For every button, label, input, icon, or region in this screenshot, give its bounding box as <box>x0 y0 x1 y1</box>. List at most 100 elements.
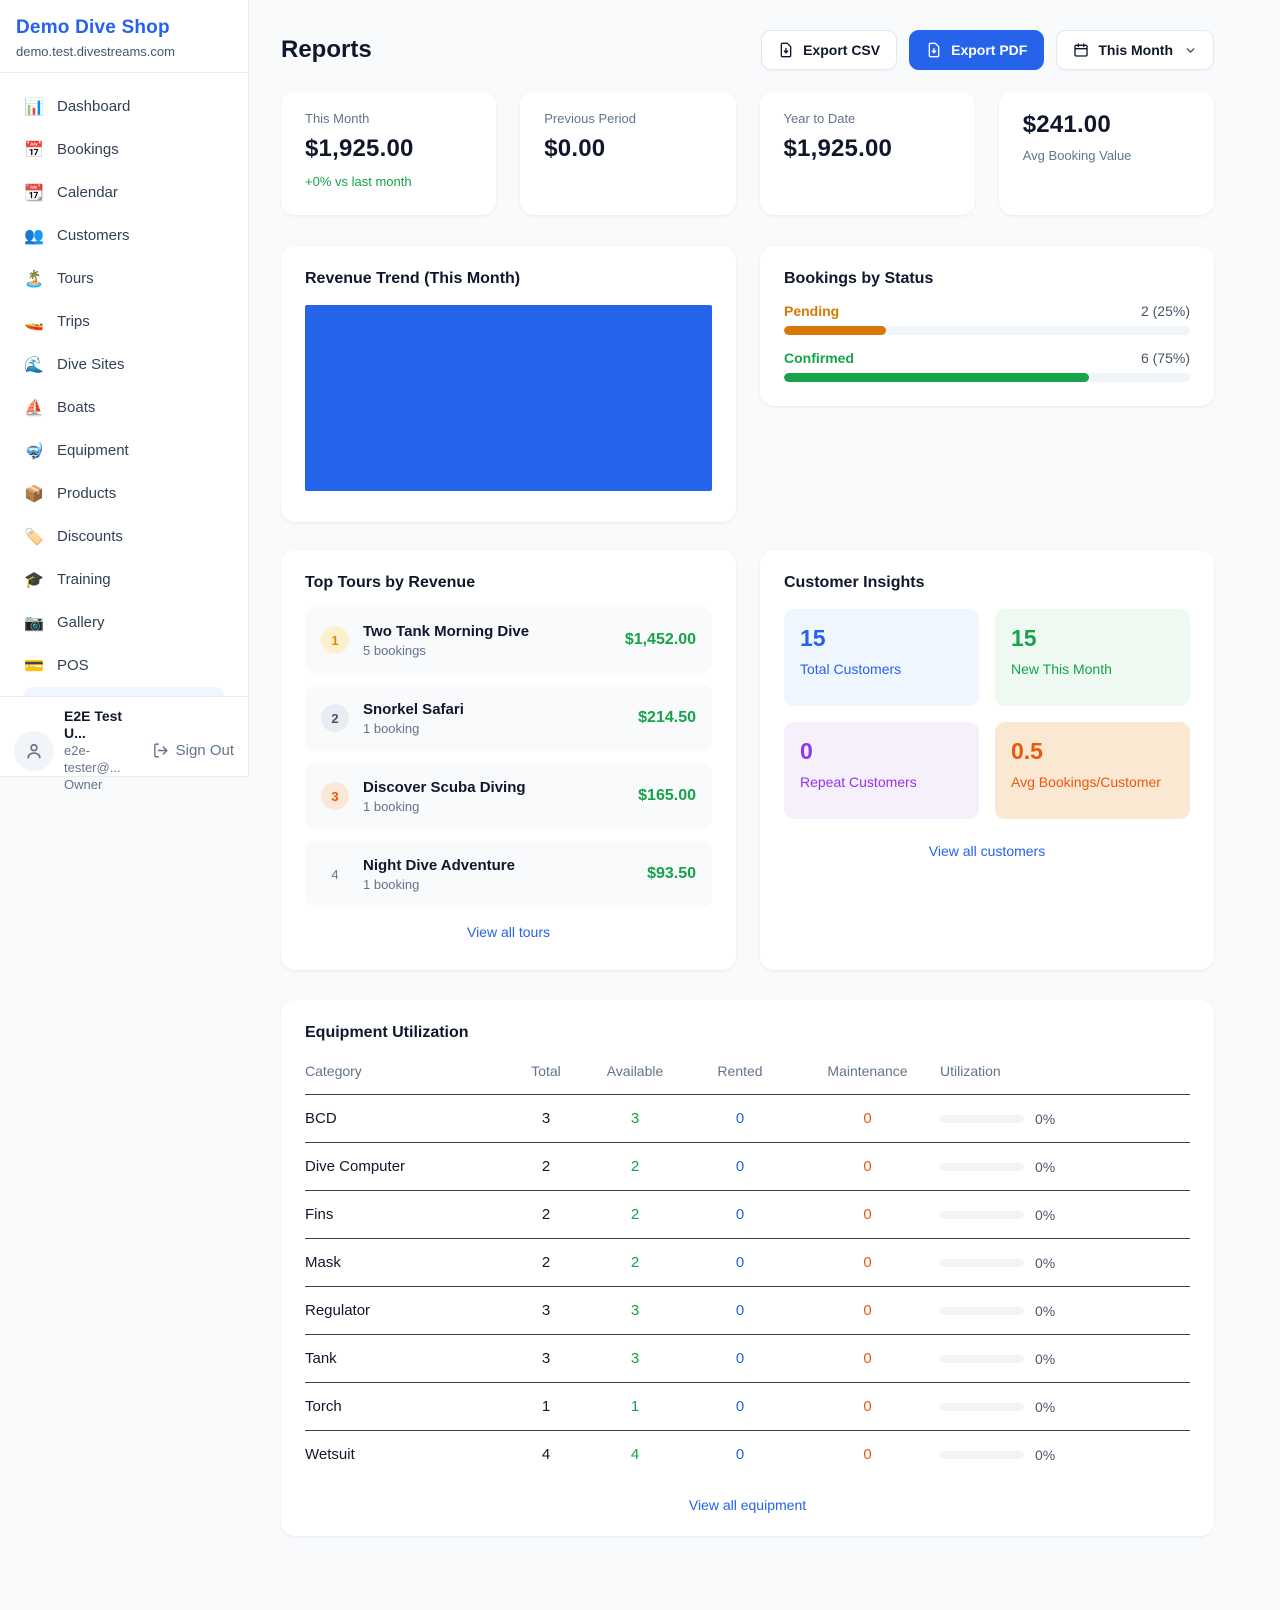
insight-tile-avg-bookings: 0.5 Avg Bookings/Customer <box>995 722 1190 819</box>
column-header-total: Total <box>507 1054 585 1095</box>
tour-bookings: 5 bookings <box>363 642 426 658</box>
bookings-icon: 📅 <box>24 141 44 159</box>
cell-available: 3 <box>585 1286 685 1335</box>
table-row: BCD 3 3 0 0 0% <box>305 1094 1190 1143</box>
sidebar-item-equipment[interactable]: 🤿 Equipment <box>12 429 236 472</box>
cell-category: Torch <box>305 1382 507 1431</box>
sidebar-item-boats[interactable]: ⛵ Boats <box>12 386 236 429</box>
export-csv-label: Export CSV <box>803 42 881 58</box>
tour-name: Snorkel Safari <box>363 700 464 718</box>
cell-utilization: 0% <box>940 1334 1190 1383</box>
stat-value: $1,925.00 <box>305 135 414 162</box>
column-header-rented: Rented <box>685 1054 795 1095</box>
sidebar-item-label: Equipment <box>57 442 129 459</box>
sidebar-item-label: Trips <box>57 313 90 330</box>
tour-row: 2 Snorkel Safari 1 booking $214.50 <box>305 685 712 751</box>
status-label: Pending <box>784 303 840 319</box>
insight-tiles: 15 Total Customers 15 New This Month 0 R… <box>784 609 1190 819</box>
sidebar-item-label: Bookings <box>57 141 119 158</box>
stat-value: $1,925.00 <box>783 135 893 162</box>
sidebar-user-section: E2E Test U... e2e-tester@... Owner Sign … <box>0 696 248 804</box>
view-all-equipment-link[interactable]: View all equipment <box>688 1496 807 1513</box>
sidebar-item-reports-partial[interactable] <box>24 687 224 696</box>
page-title: Reports <box>281 36 372 63</box>
chevron-down-icon <box>1186 47 1195 53</box>
cell-maintenance: 0 <box>795 1334 940 1383</box>
stat-label: Avg Booking Value <box>1022 148 1132 163</box>
calendar-icon: 📆 <box>24 184 44 202</box>
view-all-customers-link[interactable]: View all customers <box>928 843 1046 859</box>
sidebar-item-products[interactable]: 📦 Products <box>12 472 236 515</box>
tour-row: 4 Night Dive Adventure 1 booking $93.50 <box>305 841 712 907</box>
sidebar-item-calendar[interactable]: 📆 Calendar <box>12 171 236 214</box>
file-download-icon <box>780 42 792 58</box>
sidebar-item-training[interactable]: 🎓 Training <box>12 558 236 601</box>
insight-label: New This Month <box>1011 661 1112 677</box>
revenue-trend-chart <box>305 305 712 491</box>
sidebar-item-bookings[interactable]: 📅 Bookings <box>12 128 236 171</box>
products-icon: 📦 <box>24 485 44 503</box>
cell-utilization: 0% <box>940 1238 1190 1287</box>
tour-revenue: $165.00 <box>638 787 696 804</box>
insight-value: 0 <box>800 738 813 764</box>
tour-revenue: $214.50 <box>638 709 696 726</box>
sign-out-button[interactable]: Sign Out <box>152 742 234 759</box>
sidebar-item-label: POS <box>57 657 89 674</box>
tour-bookings: 1 booking <box>363 798 420 814</box>
stat-card-year-to-date: Year to Date $1,925.00 <box>759 91 975 215</box>
utilization-bar <box>940 1306 1024 1315</box>
status-row-pending: Pending 2 (25%) <box>784 303 1190 335</box>
tour-revenue: $1,452.00 <box>624 631 696 648</box>
rank-badge: 2 <box>321 704 349 732</box>
sidebar-item-label: Products <box>57 485 117 502</box>
sidebar-item-tours[interactable]: 🏝️ Tours <box>12 257 236 300</box>
sidebar-item-label: Training <box>57 571 111 588</box>
cell-total: 3 <box>507 1094 585 1143</box>
stat-value: $0.00 <box>544 135 606 162</box>
sidebar-item-gallery[interactable]: 📷 Gallery <box>12 601 236 644</box>
stat-card-avg-booking-value: $241.00 Avg Booking Value <box>998 91 1214 215</box>
customer-insights-panel: Customer Insights 15 Total Customers 15 … <box>760 550 1214 970</box>
dive-sites-icon: 🌊 <box>24 356 44 374</box>
export-csv-button[interactable]: Export CSV <box>761 30 898 70</box>
customer-insights-title: Customer Insights <box>784 574 925 591</box>
status-row-confirmed: Confirmed 6 (75%) <box>784 350 1190 382</box>
rank-badge: 1 <box>321 626 349 654</box>
cell-maintenance: 0 <box>795 1238 940 1287</box>
sidebar-item-trips[interactable]: 🚤 Trips <box>12 300 236 343</box>
tour-name: Discover Scuba Diving <box>363 778 526 796</box>
sidebar-item-pos[interactable]: 💳 POS <box>12 644 236 687</box>
cell-available: 1 <box>585 1382 685 1431</box>
stat-label: Year to Date <box>783 111 856 126</box>
cell-total: 3 <box>507 1286 585 1335</box>
cell-maintenance: 0 <box>795 1286 940 1335</box>
sidebar-item-customers[interactable]: 👥 Customers <box>12 214 236 257</box>
table-header-row: Category Total Available Rented Maintena… <box>305 1054 1190 1095</box>
table-row: Wetsuit 4 4 0 0 0% <box>305 1431 1190 1479</box>
period-dropdown[interactable]: This Month <box>1056 30 1214 70</box>
cell-rented: 0 <box>735 1446 745 1464</box>
cell-category: Tank <box>305 1334 507 1383</box>
customers-icon: 👥 <box>24 227 44 245</box>
cell-utilization: 0% <box>940 1094 1190 1143</box>
cell-rented: 0 <box>685 1286 795 1335</box>
export-pdf-button[interactable]: Export PDF <box>909 30 1045 70</box>
sidebar-item-dashboard[interactable]: 📊 Dashboard <box>12 85 236 128</box>
column-header-utilization: Utilization <box>940 1054 1190 1095</box>
view-all-tours-link[interactable]: View all tours <box>466 924 550 940</box>
cell-available: 2 <box>585 1142 685 1191</box>
utilization-bar <box>940 1210 1024 1219</box>
insight-value: 15 <box>1011 625 1037 651</box>
table-row: Dive Computer 2 2 0 0 0% <box>305 1142 1190 1191</box>
tour-row: 1 Two Tank Morning Dive 5 bookings $1,45… <box>305 607 712 673</box>
rank-badge: 3 <box>321 782 349 810</box>
sidebar-item-discounts[interactable]: 🏷️ Discounts <box>12 515 236 558</box>
cell-rented: 0 <box>685 1334 795 1383</box>
utilization-bar <box>940 1402 1024 1411</box>
cell-total: 4 <box>541 1446 551 1464</box>
sidebar-item-label: Customers <box>57 227 130 244</box>
cell-rented: 0 <box>685 1142 795 1191</box>
tour-name: Two Tank Morning Dive <box>363 622 530 640</box>
sidebar-item-dive-sites[interactable]: 🌊 Dive Sites <box>12 343 236 386</box>
progress-fill-confirmed <box>784 373 1089 382</box>
